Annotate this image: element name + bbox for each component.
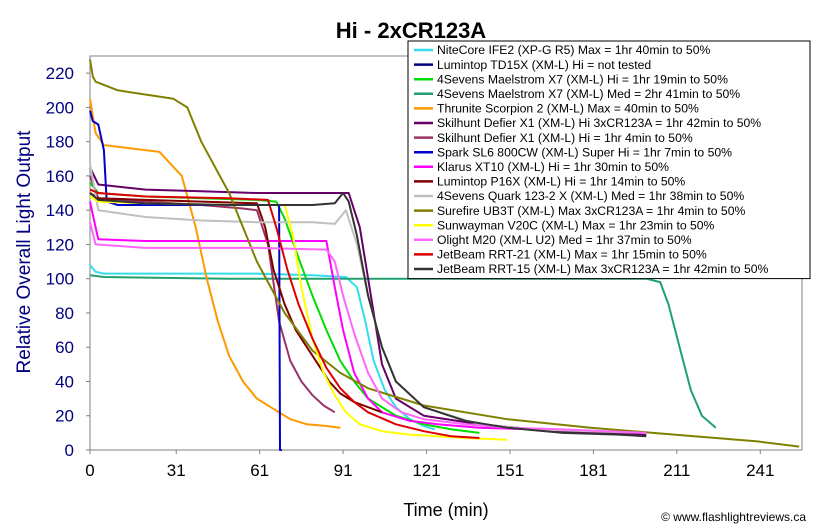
legend-entry: Surefire UB3T (XM-L) Max 3xCR123A = 1hr … [437,204,745,218]
copyright-credit: © www.flashlightreviews.ca [661,510,806,524]
legend-entry: Thrunite Scorpion 2 (XM-L) Max = 40min t… [437,102,699,116]
legend-entry: Lumintop P16X (XM-L) Hi = 1hr 14min to 5… [437,175,685,189]
legend-entry: Skilhunt Defier X1 (XM-L) Hi 3xCR123A = … [437,116,761,130]
y-tick-label: 0 [65,441,74,460]
legend-box [407,40,811,280]
legend-entry: 4Sevens Maelstrom X7 (XM-L) Med = 2hr 41… [437,87,740,101]
x-axis-label: Time (min) [403,500,488,520]
legend-entry: 4Sevens Quark 123-2 X (XM-L) Med = 1hr 3… [437,189,744,203]
y-tick-label: 200 [46,98,74,117]
legend-entry: Skilhunt Defier X1 (XM-L) Hi = 1hr 4min … [437,131,693,145]
series-line-9 [89,201,536,431]
y-tick-label: 40 [55,372,74,391]
legend-entry: Klarus XT10 (XM-L) Hi = 1hr 30min to 50% [437,160,669,174]
y-tick-label: 20 [55,407,74,426]
legend-entry: Sunwayman V20C (XM-L) Max = 1hr 23min to… [437,218,715,232]
y-tick-label: 220 [46,64,74,83]
x-tick-label: 241 [746,461,774,480]
y-tick-label: 180 [46,133,74,152]
x-tick-label: 0 [85,461,94,480]
x-tick-label: 121 [412,461,440,480]
series-line-12 [89,59,800,448]
series-layer [89,59,800,451]
y-tick-label: 160 [46,167,74,186]
x-tick-label: 61 [250,461,269,480]
x-tick-label: 151 [496,461,524,480]
legend-entry: Olight M20 (XM-L U2) Med = 1hr 37min to … [437,233,692,247]
x-tick-label: 31 [167,461,186,480]
series-line-5 [89,98,341,429]
series-line-16 [89,192,647,438]
legend-entry: JetBeam RRT-15 (XM-L) Max 3xCR123A = 1hr… [437,262,769,276]
x-tick-label: 181 [579,461,607,480]
legend-entry: NiteCore IFE2 (XP-G R5) Max = 1hr 40min … [437,43,710,57]
x-tick-label: 91 [334,461,353,480]
legend-entry: JetBeam RRT-21 (XM-L) Max = 1hr 15min to… [437,248,707,262]
y-tick-label: 120 [46,235,74,254]
y-tick-label: 60 [55,338,74,357]
series-line-8 [89,110,282,451]
y-tick-label: 80 [55,304,74,323]
x-tick-label: 211 [663,461,690,480]
series-line-15 [89,188,480,439]
legend-entry: Lumintop TD15X (XM-L) Hi = not tested [437,58,651,72]
series-line-7 [89,175,336,414]
series-line-1 [89,264,436,431]
y-tick-label: 100 [46,270,74,289]
series-line-4 [89,274,717,429]
series-line-14 [89,221,647,434]
legend-entry: Spark SL6 800CW (XM-L) Super Hi = 1hr 7m… [437,145,732,159]
y-tick-label: 140 [46,201,74,220]
legend-entry: 4Sevens Maelstrom X7 (XM-L) Hi = 1hr 19m… [437,72,728,86]
series-line-10 [89,192,383,414]
axis-ticks: 0 20 40 60 80 100 120 140 160 180 200 220 0 31 61 91 121… [46,64,775,480]
y-axis-label: Relative Overall Light Output [14,130,35,374]
chart-title: Hi - 2xCR123A [336,18,487,43]
legend: NiteCore IFE2 (XP-G R5) Max = 1hr 40min … [407,40,811,280]
